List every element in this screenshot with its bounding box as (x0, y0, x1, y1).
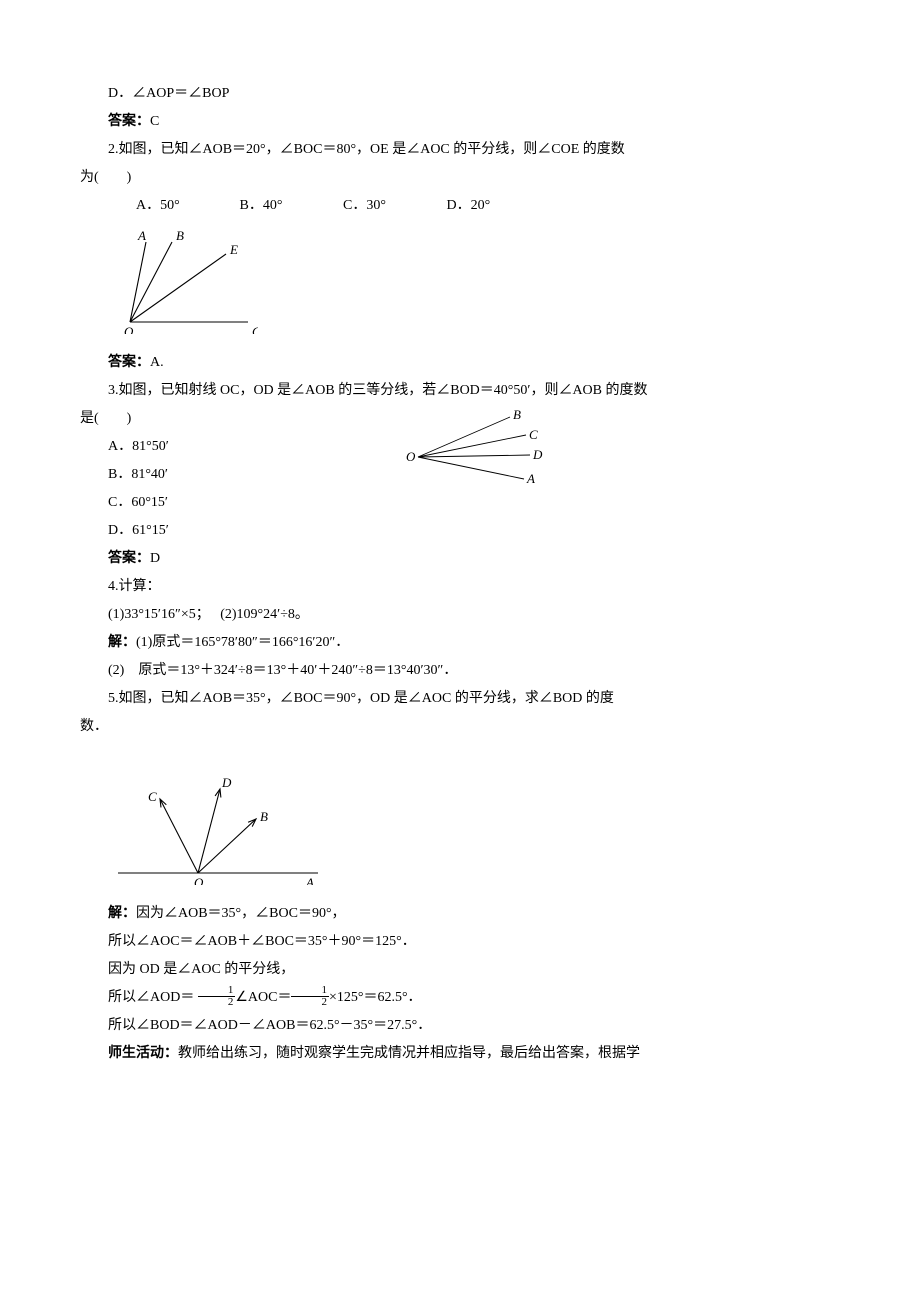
svg-text:B: B (176, 228, 184, 243)
q4-stem: 4.计算： (80, 573, 840, 601)
activity-text: 教师给出练习，随时观察学生完成情况并相应指导，最后给出答案，根据学 (178, 1046, 640, 1061)
q4-sol2: (2) 原式＝13°＋324′÷8＝13°＋40′＋240″÷8＝13°40′3… (80, 657, 840, 685)
q3-ans-label: 答案： (108, 551, 150, 566)
q3-optD-text: D．61°15′ (108, 523, 169, 538)
q3-optB-text: B．81°40′ (108, 467, 168, 482)
svg-text:C: C (252, 324, 258, 334)
q5-sol-1: 解：因为∠AOB＝35°，∠BOC＝90°， (80, 900, 840, 928)
svg-text:A: A (305, 875, 314, 885)
q1-ans-label: 答案： (108, 114, 150, 129)
q4-sol1-text: (1)原式＝165°78′80″＝166°16′20″． (136, 635, 349, 650)
q5-figure: O A B C D (108, 765, 840, 896)
frac-den: 2 (291, 997, 329, 1008)
frac-half-1: 12 (198, 985, 236, 1008)
svg-text:D: D (532, 447, 543, 462)
svg-text:C: C (148, 789, 157, 804)
q3-figure: O BCDA (400, 409, 550, 500)
q3-optD: D．61°15′ (80, 517, 840, 545)
q4-sol2-text: (2) 原式＝13°＋324′÷8＝13°＋40′＋240″÷8＝13°40′3… (108, 663, 457, 678)
q2-optC: C．30° (315, 192, 415, 220)
q5-s4a: 所以∠AOD＝ (108, 990, 198, 1005)
q2-options: A．50° B．40° C．30° D．20° (80, 192, 840, 220)
q5-stem-2: 数． (80, 713, 840, 741)
q2-ans-label: 答案： (108, 355, 150, 370)
q2-stem-1: 2.如图，已知∠AOB＝20°，∠BOC＝80°，OE 是∠AOC 的平分线，则… (80, 136, 840, 164)
q2-stem1-text: 2.如图，已知∠AOB＝20°，∠BOC＝80°，OE 是∠AOC 的平分线，则… (108, 142, 625, 157)
q5-s4b: ∠AOC＝ (235, 990, 291, 1005)
q5-sol-5: 所以∠BOD＝∠AOD－∠AOB＝62.5°－35°＝27.5°． (80, 1012, 840, 1040)
q1-option-d: D．∠AOP＝∠BOP (80, 80, 840, 108)
frac-den: 2 (198, 997, 236, 1008)
q3-angle-diagram: O BCDA (400, 409, 550, 489)
q5-stem-1: 5.如图，已知∠AOB＝35°，∠BOC＝90°，OD 是∠AOC 的平分线，求… (80, 685, 840, 713)
q1-ans-val: C (150, 114, 159, 129)
q5-s1: 因为∠AOB＝35°，∠BOC＝90°， (136, 906, 346, 921)
frac-half-2: 12 (291, 985, 329, 1008)
q2-angle-diagram: A B E O C (108, 224, 258, 334)
svg-text:B: B (260, 809, 268, 824)
activity-label: 师生活动： (108, 1046, 178, 1061)
q2-optB: B．40° (212, 192, 312, 220)
q3-answer: 答案：D (80, 545, 840, 573)
q5-sol-2: 所以∠AOC＝∠AOB＋∠BOC＝35°＋90°＝125°． (80, 928, 840, 956)
q5-sol-4: 所以∠AOD＝ 12∠AOC＝12×125°＝62.5°． (80, 984, 840, 1012)
q2-ans-val: A. (150, 355, 164, 370)
q2-answer: 答案：A. (80, 349, 840, 377)
q5-stem1-text: 5.如图，已知∠AOB＝35°，∠BOC＝90°，OD 是∠AOC 的平分线，求… (108, 691, 614, 706)
spacer (80, 741, 840, 761)
q3-stem1-text: 3.如图，已知射线 OC，OD 是∠AOB 的三等分线，若∠BOD＝40°50′… (108, 383, 648, 398)
q2-stem-2: 为( ) (80, 164, 840, 192)
q2-optA: A．50° (108, 192, 208, 220)
q5-sol-label: 解： (108, 906, 136, 921)
q4-stem-text: 4.计算： (108, 579, 161, 594)
svg-text:E: E (229, 242, 238, 257)
q5-stem2-text: 数． (80, 719, 108, 734)
q1-answer: 答案：C (80, 108, 840, 136)
q4-sub-text: (1)33°15′16″×5； (2)109°24′÷8。 (108, 607, 309, 622)
q5-s4c: ×125°＝62.5°． (329, 990, 422, 1005)
svg-text:A: A (137, 228, 146, 243)
q5-s2: 所以∠AOC＝∠AOB＋∠BOC＝35°＋90°＝125°． (108, 934, 416, 949)
svg-text:B: B (513, 409, 521, 422)
q4-sol1: 解：(1)原式＝165°78′80″＝166°16′20″． (80, 629, 840, 657)
svg-text:O: O (194, 875, 204, 885)
q5-s5: 所以∠BOD＝∠AOD－∠AOB＝62.5°－35°＝27.5°． (108, 1018, 431, 1033)
q3-optA-text: A．81°50′ (108, 439, 169, 454)
q2-optD: D．20° (419, 192, 519, 220)
activity-line: 师生活动：教师给出练习，随时观察学生完成情况并相应指导，最后给出答案，根据学 (80, 1040, 840, 1068)
q3-optC-text: C．60°15′ (108, 495, 168, 510)
q5-sol-3: 因为 OD 是∠AOC 的平分线， (80, 956, 840, 984)
svg-text:A: A (526, 471, 535, 486)
q3-block: 是( ) A．81°50′ B．81°40′ C．60°15′ D．61°15′… (80, 405, 840, 545)
q4-sol-label: 解： (108, 635, 136, 650)
svg-text:O: O (406, 449, 416, 464)
q3-stem2-text: 是( ) (80, 411, 131, 426)
svg-text:D: D (221, 775, 232, 790)
q4-sub: (1)33°15′16″×5； (2)109°24′÷8。 (80, 601, 840, 629)
svg-text:O: O (124, 324, 134, 334)
q2-figure: A B E O C (108, 224, 840, 345)
q1-optD-text: D．∠AOP＝∠BOP (108, 86, 229, 101)
q2-stem2-text: 为( ) (80, 170, 131, 185)
q3-ans-val: D (150, 551, 160, 566)
svg-text:C: C (529, 427, 538, 442)
q5-s3: 因为 OD 是∠AOC 的平分线， (108, 962, 294, 977)
q3-stem-1: 3.如图，已知射线 OC，OD 是∠AOB 的三等分线，若∠BOD＝40°50′… (80, 377, 840, 405)
q5-angle-diagram: O A B C D (108, 765, 328, 885)
